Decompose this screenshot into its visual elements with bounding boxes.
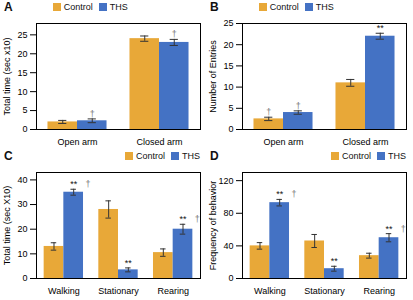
svg-text:10: 10 [223,82,233,92]
svg-text:120: 120 [218,176,233,186]
svg-text:20: 20 [223,40,233,50]
svg-text:Total time (sec X10): Total time (sec X10) [2,186,12,266]
svg-text:20: 20 [17,224,27,234]
svg-text:25: 25 [17,30,27,40]
svg-text:15: 15 [17,68,27,78]
svg-text:0: 0 [228,124,233,134]
html-text:B: B [210,0,219,14]
svg-text:†: † [296,101,301,111]
svg-text:0: 0 [22,124,27,134]
svg-text:**: ** [385,224,393,234]
svg-text:Stationary: Stationary [304,286,345,296]
svg-text:10: 10 [17,87,27,97]
svg-text:**: ** [377,23,385,33]
svg-text:†: † [85,179,90,189]
html-text:THS: THS [315,1,334,12]
svg-text:80: 80 [223,208,233,218]
html-text:Control: Control [269,1,299,12]
svg-text:**: ** [179,214,187,224]
svg-text:†: † [401,224,406,234]
html-text:D: D [210,148,219,163]
svg-text:Closed arm: Closed arm [136,137,182,147]
svg-text:10: 10 [17,249,27,259]
svg-text:Open arm: Open arm [57,137,97,147]
svg-text:Walking: Walking [48,286,80,296]
svg-text:Stationary: Stationary [98,286,139,296]
svg-text:Closed arm: Closed arm [342,137,388,147]
svg-text:Walking: Walking [254,286,286,296]
svg-text:**: ** [125,258,133,268]
svg-text:†: † [291,189,296,199]
html-text:Control: Control [136,150,165,161]
svg-text:Number of Entries: Number of Entries [208,40,218,113]
svg-text:40: 40 [223,241,233,251]
svg-text:0: 0 [228,273,233,283]
svg-text:Frequency of behavior: Frequency of behavior [208,181,218,271]
html-text:THS: THS [388,150,406,161]
html-text:Control: Control [342,150,371,161]
html-text:A: A [4,0,13,14]
html-text:Control: Control [63,1,93,12]
svg-text:Rearing: Rearing [157,286,189,296]
html-text:THS: THS [109,1,128,12]
svg-text:15: 15 [223,61,233,71]
svg-text:**: ** [70,179,78,189]
svg-text:25: 25 [223,18,233,28]
svg-text:†: † [195,214,200,224]
svg-text:**: ** [276,189,284,199]
svg-text:5: 5 [228,103,233,113]
svg-text:Rearing: Rearing [363,286,395,296]
svg-text:**: ** [331,256,339,266]
svg-text:Open arm: Open arm [263,137,303,147]
svg-text:†: † [90,109,95,119]
svg-text:5: 5 [22,105,27,115]
svg-text:Total time (sec x10): Total time (sec x10) [2,37,12,115]
svg-text:0: 0 [22,273,27,283]
svg-text:†: † [266,107,271,117]
html-text:THS: THS [182,150,200,161]
svg-text:30: 30 [17,199,27,209]
svg-text:20: 20 [17,49,27,59]
svg-text:†: † [172,29,177,39]
html-text:C: C [4,148,13,163]
svg-text:40: 40 [17,175,27,185]
